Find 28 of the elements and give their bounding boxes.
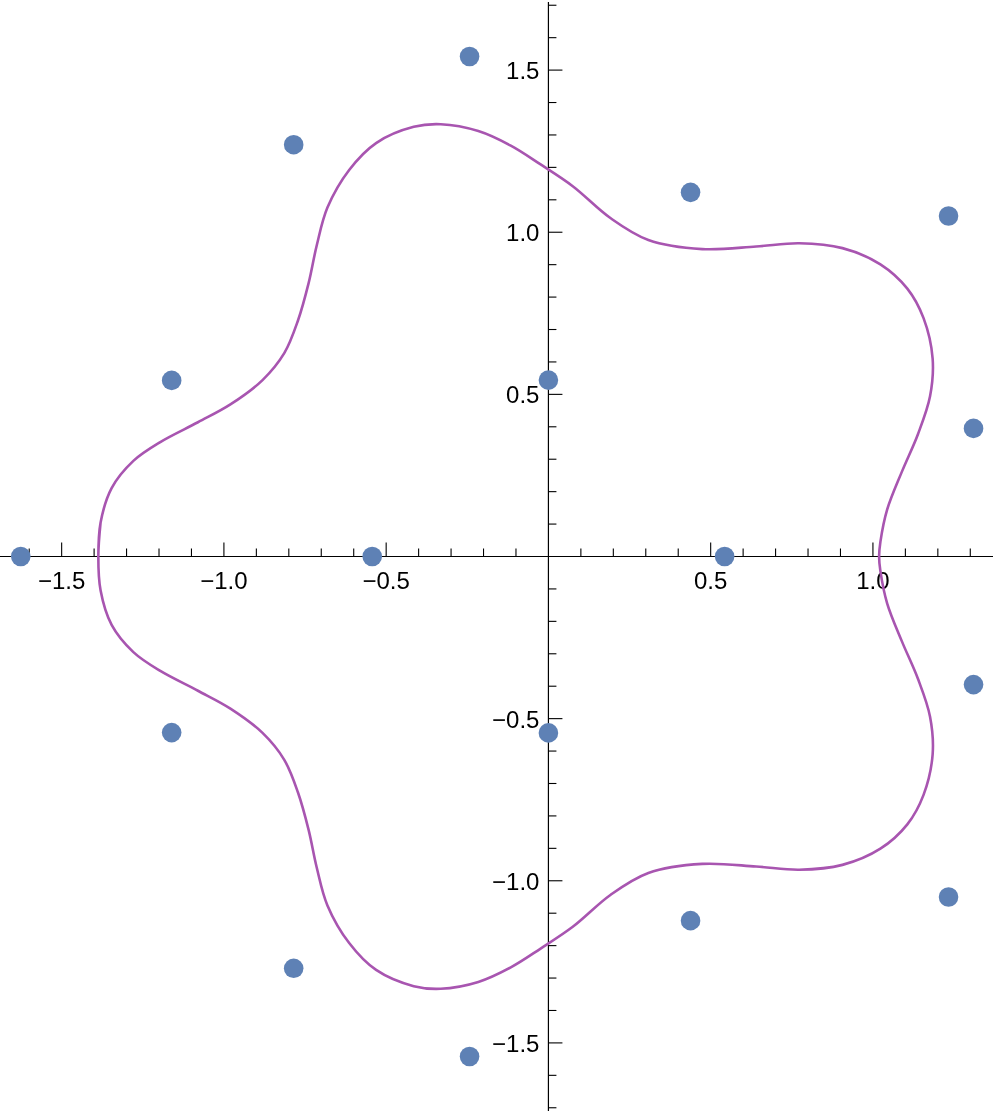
x-tick-label: 0.5 (693, 566, 728, 594)
point (362, 546, 383, 567)
point (538, 723, 559, 743)
x-tick-label: −1.5 (37, 566, 86, 594)
point (938, 887, 959, 907)
point (161, 370, 182, 391)
y-tick-label: 1.5 (506, 56, 540, 84)
y-tick-label: −1.0 (492, 867, 540, 895)
point (963, 674, 984, 695)
point (459, 46, 480, 67)
point (938, 206, 959, 226)
y-tick-label: 1.0 (506, 218, 540, 246)
point (459, 1046, 480, 1067)
point (680, 182, 701, 203)
y-tick-label: 0.5 (506, 380, 540, 408)
point (538, 370, 559, 390)
point (680, 910, 701, 931)
point (10, 546, 31, 567)
y-tick-label: −1.5 (492, 1029, 540, 1057)
point (283, 134, 304, 155)
point (963, 418, 984, 439)
line-series (97, 122, 935, 991)
point (714, 546, 735, 567)
point (283, 958, 304, 979)
point (161, 722, 182, 743)
x-tick-label: −0.5 (362, 566, 410, 594)
x-tick-label: −1.0 (200, 566, 248, 594)
y-tick-label: −0.5 (492, 705, 540, 733)
